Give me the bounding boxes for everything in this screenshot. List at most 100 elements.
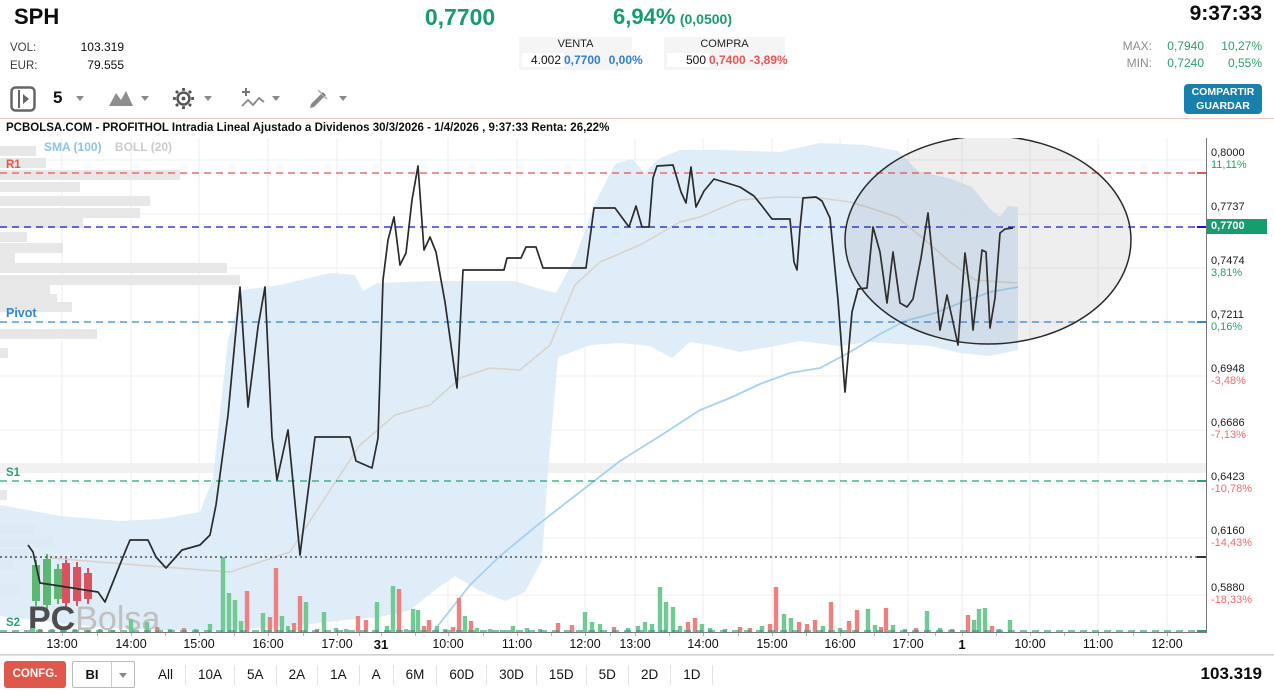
volume-bar [487, 629, 493, 632]
config-button[interactable]: CONFG. [4, 661, 66, 688]
volume-bar [685, 622, 691, 632]
add-indicator-caret-icon[interactable] [272, 96, 280, 101]
volume-bar [890, 625, 896, 632]
volume-bar [374, 602, 380, 632]
mode-caret-icon[interactable] [111, 662, 134, 687]
x-axis-tick [97, 633, 98, 636]
watermark-text: PCBolsa [28, 600, 160, 633]
volume-bar [788, 618, 794, 632]
volume-profile-bar [0, 232, 27, 242]
volume-bar [1007, 620, 1013, 632]
panel-toggle-icon[interactable] [10, 86, 36, 117]
volume-bar [450, 627, 456, 632]
legend-sma[interactable]: SMA (100) [44, 140, 102, 154]
range-button-2D[interactable]: 2D [629, 665, 672, 685]
y-axis-price-label: 0,7737 [1211, 201, 1245, 213]
price-chart-canvas[interactable]: PCBolsa R1 Pivot S1 S2 [0, 138, 1207, 633]
volume-bar [244, 591, 250, 632]
bid-box[interactable]: COMPRA 500 0,7400 -3,89% [664, 37, 788, 70]
volume-bar [846, 621, 852, 632]
add-indicator-icon[interactable] [240, 87, 266, 115]
price-axis[interactable]: 0,7700 0,8000 11,11% 0,7737 0,7474 3,81% 0,72… [1207, 138, 1274, 633]
logo-candle-down-icon [73, 567, 81, 601]
volume-bar [663, 602, 669, 632]
range-button-15D[interactable]: 15D [537, 665, 587, 685]
range-button-All[interactable]: All [146, 665, 187, 685]
x-axis-tick [303, 633, 304, 636]
interval-value[interactable]: 5 [53, 88, 63, 107]
range-button-1A[interactable]: 1A [318, 665, 360, 685]
mode-select[interactable]: BI [72, 661, 135, 688]
x-axis-tick [234, 633, 235, 636]
draw-tools-caret-icon[interactable] [339, 96, 347, 101]
volume-bar [677, 626, 683, 632]
range-button-2A[interactable]: 2A [277, 665, 319, 685]
interval-caret-icon[interactable] [76, 96, 84, 101]
volume-bar [976, 609, 982, 632]
ask-title: VENTA [557, 38, 594, 50]
volume-profile-bar [0, 158, 46, 168]
volume-bar [635, 626, 641, 632]
chart-area[interactable]: PCBolsa R1 Pivot S1 S2 SMA (100) BOLL (20) [0, 138, 1207, 633]
turnover-label: EUR: [10, 60, 38, 72]
volume-bar [982, 608, 988, 632]
x-axis-tick [962, 633, 963, 636]
volume-bar [220, 557, 226, 632]
volume-profile-bar [0, 253, 15, 263]
volume-bar [649, 624, 655, 632]
y-axis-price-label: 0,7211 [1211, 309, 1244, 321]
x-axis-tick [268, 633, 269, 636]
chart-type-icon[interactable] [108, 89, 134, 112]
range-button-30D[interactable]: 30D [487, 665, 537, 685]
volume-profile-bar [0, 490, 7, 500]
volume-bar [597, 624, 603, 632]
circle-annotation[interactable] [844, 138, 1132, 345]
share-save-button[interactable]: COMPARTIR GUARDAR [1184, 84, 1262, 114]
volume-bar [510, 626, 516, 632]
x-axis-tick [165, 633, 166, 636]
volume-stat: VOL: 103.319 [10, 38, 124, 56]
range-button-5A[interactable]: 5A [235, 665, 277, 685]
minmax-block: MAX: 0,7940 10,27% MIN: 0,7240 0,55% [1114, 38, 1262, 72]
x-axis-label: 11:00 [501, 637, 533, 651]
x-axis-tick [381, 633, 382, 636]
volume-bar [267, 617, 273, 632]
draw-tools-icon[interactable] [306, 88, 330, 114]
x-axis-tick [1064, 633, 1065, 636]
range-button-60D[interactable]: 60D [437, 665, 488, 685]
x-axis-tick [840, 633, 841, 636]
settings-gear-icon[interactable] [172, 87, 195, 115]
bid-percent: -3,89% [749, 52, 788, 67]
y-axis-percent-label: 11,11% [1211, 159, 1247, 171]
x-axis-tick [772, 633, 773, 636]
volume-bar [390, 586, 396, 632]
range-button-6M[interactable]: 6M [394, 665, 438, 685]
chart-type-caret-icon[interactable] [141, 96, 149, 101]
volume-bar [343, 629, 349, 632]
volume-bar [670, 607, 676, 632]
x-axis-label: 10:00 [1014, 637, 1046, 651]
volume-bar [589, 622, 595, 632]
range-button-5D[interactable]: 5D [587, 665, 629, 685]
turnover-value: 79.555 [87, 58, 124, 72]
last-price-badge: 0,7700 [1207, 219, 1267, 234]
volume-label: VOL: [10, 42, 37, 54]
x-axis-tick [585, 633, 586, 636]
range-button-A[interactable]: A [360, 665, 394, 685]
volume-bar [699, 624, 705, 632]
volume-bar [238, 621, 244, 632]
min-label: MIN: [1126, 56, 1152, 70]
ask-box[interactable]: VENTA 4.002 0,7700 0,00% [519, 37, 643, 70]
legend-boll[interactable]: BOLL (20) [114, 140, 173, 154]
settings-caret-icon[interactable] [204, 96, 212, 101]
time-axis[interactable]: 13:00 14:00 15:00 16:00 17:00 31 10:00 11:00 12:… [0, 633, 1274, 655]
price-line [27, 164, 1014, 603]
volume-bar [657, 587, 663, 632]
volume-bar [474, 628, 480, 632]
volume-bar [759, 626, 765, 632]
level-label-R1: R1 [6, 159, 21, 171]
range-button-10A[interactable]: 10A [186, 665, 236, 685]
save-label: GUARDAR [1196, 100, 1250, 112]
range-button-1D[interactable]: 1D [671, 665, 714, 685]
symbol-stats: VOL: 103.319 EUR: 79.555 [10, 38, 124, 74]
